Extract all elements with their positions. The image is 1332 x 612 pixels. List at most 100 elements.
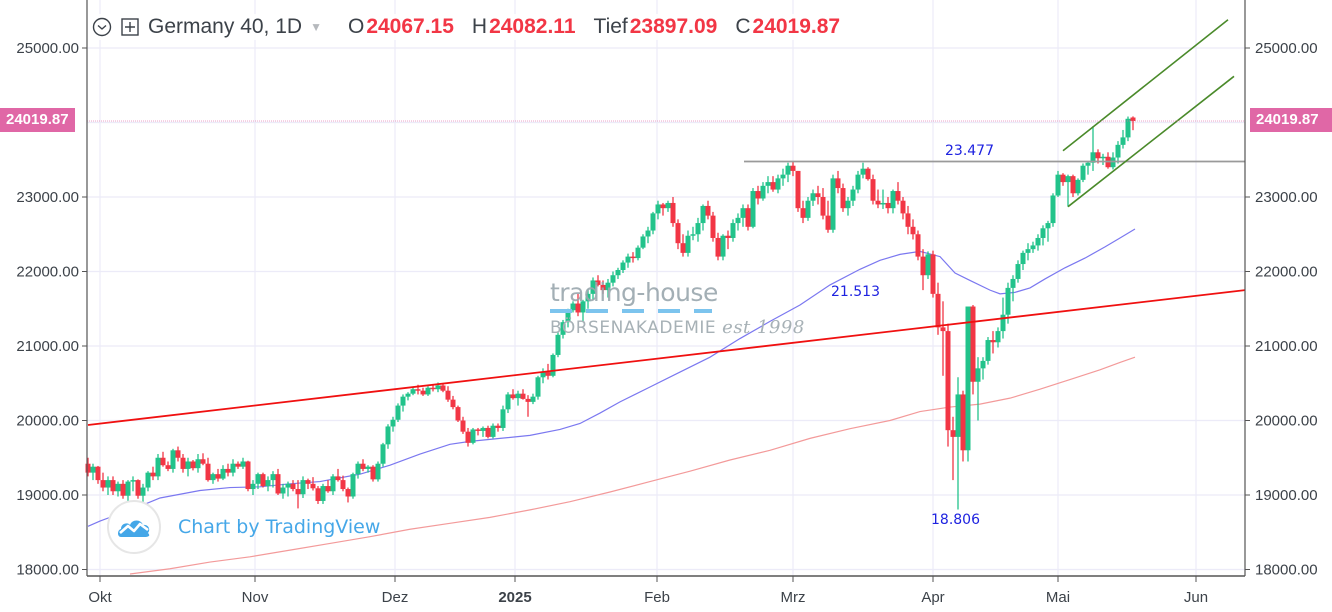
open-value: 24067.15	[366, 15, 454, 38]
low-label: Tief	[593, 15, 628, 38]
candle	[175, 450, 181, 458]
candle	[450, 399, 456, 408]
candle	[1130, 117, 1136, 122]
candle	[625, 256, 631, 263]
trendline[interactable]	[87, 289, 1246, 426]
candle	[880, 202, 886, 205]
candle	[620, 262, 626, 271]
candle	[120, 483, 126, 496]
candle	[165, 465, 171, 469]
y-tick-right: 18000.00	[1255, 562, 1318, 579]
candle	[1010, 278, 1016, 288]
candle	[1125, 118, 1131, 138]
candle	[360, 463, 366, 469]
candle	[675, 223, 681, 244]
candle	[345, 489, 351, 497]
candle	[1080, 165, 1086, 180]
candle	[355, 463, 361, 475]
candle	[110, 480, 116, 492]
candle	[350, 474, 356, 497]
channel-lower[interactable]	[1067, 75, 1235, 208]
candle	[915, 234, 921, 257]
chevron-circle-icon[interactable]	[92, 17, 112, 37]
symbol-name[interactable]: Germany 40, 1D	[148, 15, 303, 38]
channel-upper[interactable]	[1062, 19, 1229, 152]
candle	[265, 480, 271, 487]
candle	[565, 310, 571, 323]
candle	[200, 459, 206, 464]
candle	[725, 235, 731, 238]
last-price-tag-right: 24019.87	[1250, 108, 1332, 132]
candle	[310, 483, 316, 489]
candle	[85, 463, 91, 473]
caret-down-icon[interactable]: ▼	[310, 20, 322, 34]
drawing-tools[interactable]	[87, 19, 1246, 426]
candle	[340, 480, 346, 490]
candle	[375, 463, 381, 480]
candle	[940, 327, 946, 332]
ma200-line	[129, 356, 1136, 575]
ma-value-label: 21.513	[831, 284, 880, 300]
candle	[170, 450, 176, 469]
candle	[610, 275, 616, 283]
x-tick: Jun	[1184, 589, 1208, 606]
candle	[445, 390, 451, 400]
candle	[525, 398, 531, 402]
candle	[920, 256, 926, 276]
candle	[465, 431, 471, 443]
candle	[745, 208, 751, 227]
candle	[470, 429, 476, 443]
candle	[150, 472, 156, 477]
candle	[550, 354, 556, 376]
candle	[500, 409, 506, 428]
x-tick: 2025	[498, 589, 531, 606]
candle	[1065, 176, 1071, 183]
candle	[320, 486, 326, 501]
candle	[460, 420, 466, 432]
candle	[385, 426, 391, 445]
candle	[535, 377, 541, 397]
candle	[715, 237, 721, 257]
candle	[250, 483, 256, 490]
y-tick-left: 21000.00	[16, 338, 79, 355]
candle	[1095, 152, 1101, 159]
candlestick-series	[85, 116, 1136, 510]
candle	[735, 217, 741, 224]
candle	[635, 247, 641, 259]
candle	[765, 182, 771, 186]
candle	[640, 236, 646, 248]
candle	[855, 174, 861, 190]
candle	[630, 256, 636, 259]
candle	[895, 191, 901, 201]
candle	[805, 200, 811, 218]
tradingview-badge[interactable]: Chart by TradingView	[107, 500, 380, 554]
candle	[1060, 174, 1066, 183]
candle	[690, 234, 696, 236]
candle	[325, 486, 331, 492]
candle	[890, 191, 896, 209]
resistance-label: 23.477	[945, 143, 994, 159]
y-tick-left: 19000.00	[16, 487, 79, 504]
candle	[415, 389, 421, 391]
candle	[240, 461, 246, 467]
candle	[1055, 174, 1061, 196]
tradingview-link[interactable]: Chart by TradingView	[178, 516, 381, 538]
candle	[730, 223, 736, 238]
candle	[700, 205, 706, 224]
candle	[645, 230, 651, 237]
candle	[1045, 223, 1051, 229]
candle	[995, 331, 1001, 343]
candle	[280, 487, 286, 494]
candle	[370, 466, 376, 480]
plus-square-icon[interactable]	[120, 17, 140, 37]
candle	[605, 282, 611, 291]
candle	[970, 306, 976, 382]
candle	[930, 254, 936, 294]
candle	[1040, 228, 1046, 238]
x-tick: Okt	[88, 589, 112, 606]
symbol-legend: Germany 40, 1D ▼ O 24067.15 H 24082.11 Tie…	[92, 14, 865, 40]
candle	[145, 472, 151, 488]
y-tick-right: 20000.00	[1255, 413, 1318, 430]
candle	[505, 394, 511, 410]
